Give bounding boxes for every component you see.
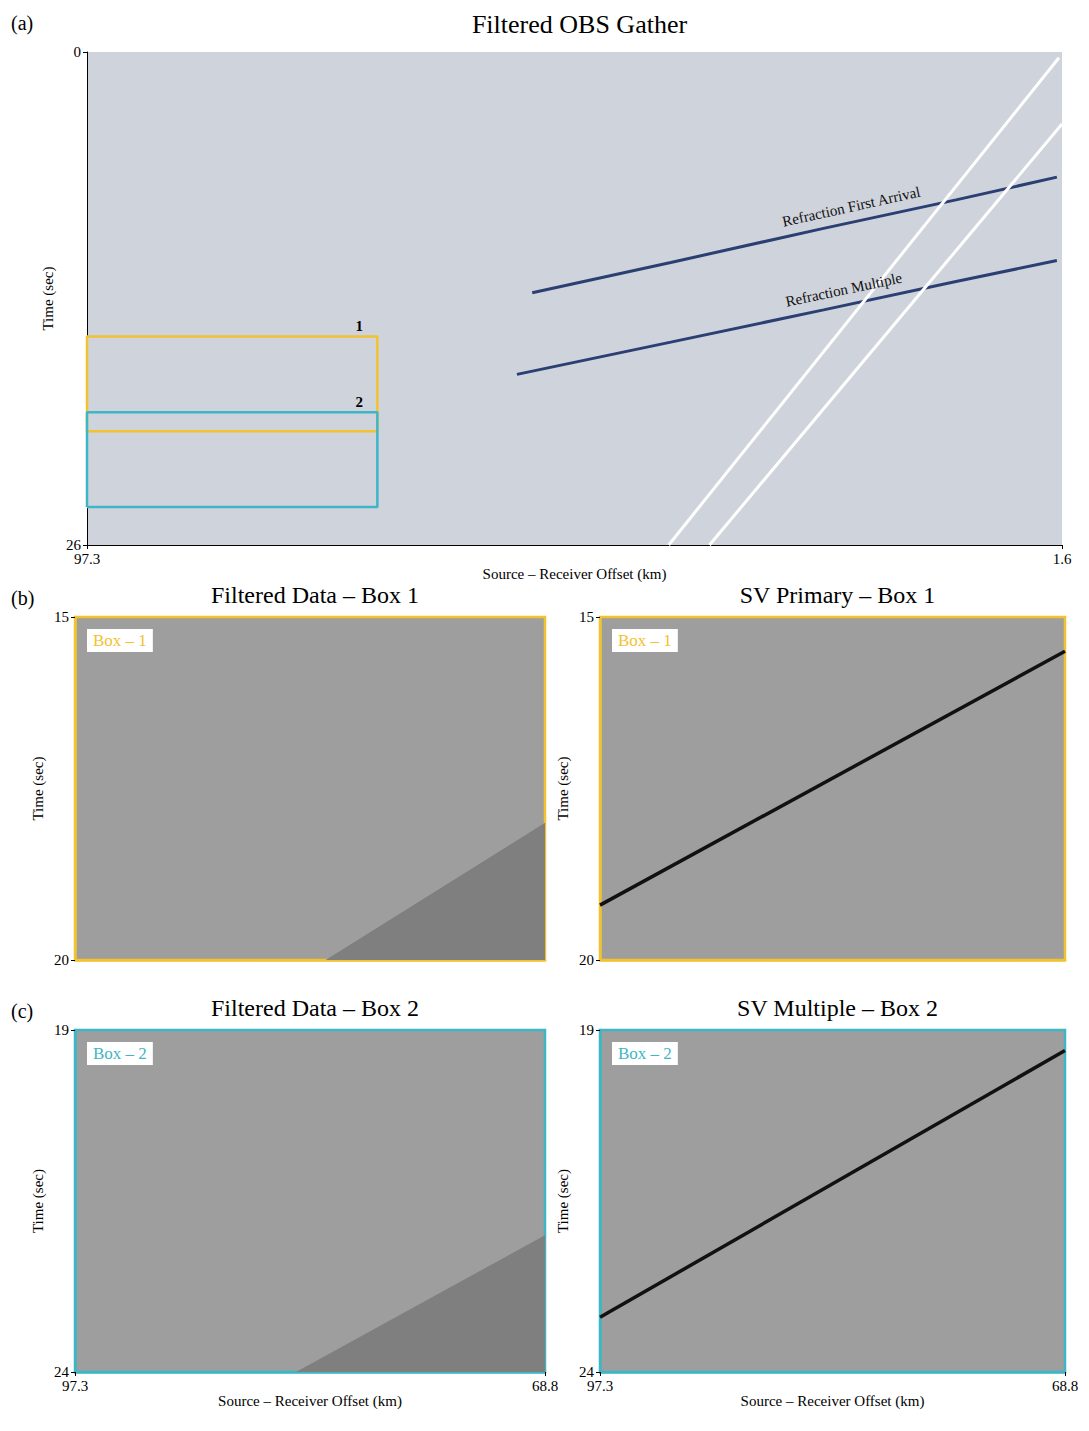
- svg-text:1.6: 1.6: [1053, 551, 1072, 567]
- svg-text:Time (sec): Time (sec): [30, 756, 47, 820]
- svg-text:Box – 2: Box – 2: [618, 1044, 672, 1063]
- svg-text:2: 2: [356, 394, 364, 410]
- svg-text:Time (sec): Time (sec): [40, 266, 57, 330]
- svg-text:(a): (a): [11, 12, 33, 35]
- svg-text:68.8: 68.8: [532, 1378, 558, 1394]
- svg-text:0: 0: [74, 44, 82, 60]
- svg-text:Filtered OBS Gather: Filtered OBS Gather: [472, 10, 688, 39]
- svg-text:Filtered Data – Box 1: Filtered Data – Box 1: [211, 582, 419, 608]
- svg-text:(b): (b): [11, 587, 34, 610]
- svg-text:Time (sec): Time (sec): [555, 1169, 572, 1233]
- svg-text:68.8: 68.8: [1052, 1378, 1078, 1394]
- svg-text:1: 1: [356, 318, 364, 334]
- svg-text:19: 19: [54, 1022, 69, 1038]
- svg-text:(c): (c): [11, 1000, 33, 1023]
- svg-text:19: 19: [579, 1022, 594, 1038]
- svg-text:Box – 1: Box – 1: [93, 631, 147, 650]
- svg-text:Source – Receiver Offset (km): Source – Receiver Offset (km): [483, 566, 667, 583]
- svg-text:24: 24: [579, 1364, 594, 1380]
- svg-text:Filtered Data – Box 2: Filtered Data – Box 2: [211, 995, 419, 1021]
- svg-text:20: 20: [54, 952, 69, 968]
- svg-text:97.3: 97.3: [62, 1378, 88, 1394]
- svg-text:26: 26: [66, 537, 81, 553]
- svg-text:SV Multiple – Box 2: SV Multiple – Box 2: [737, 995, 938, 1021]
- svg-text:15: 15: [579, 609, 594, 625]
- svg-text:15: 15: [54, 609, 69, 625]
- svg-text:Source – Receiver Offset (km): Source – Receiver Offset (km): [741, 1393, 925, 1410]
- svg-text:Source – Receiver Offset (km): Source – Receiver Offset (km): [218, 1393, 402, 1410]
- svg-text:24: 24: [54, 1364, 69, 1380]
- svg-text:97.3: 97.3: [74, 551, 100, 567]
- svg-text:Box – 2: Box – 2: [93, 1044, 147, 1063]
- svg-text:Box – 1: Box – 1: [618, 631, 672, 650]
- svg-text:Time (sec): Time (sec): [555, 756, 572, 820]
- svg-text:Refraction Multiple: Refraction Multiple: [784, 270, 904, 310]
- svg-text:SV Primary – Box 1: SV Primary – Box 1: [740, 582, 936, 608]
- svg-text:Refraction First Arrival: Refraction First Arrival: [781, 184, 922, 230]
- svg-text:Time (sec): Time (sec): [30, 1169, 47, 1233]
- svg-text:97.3: 97.3: [587, 1378, 613, 1394]
- svg-text:20: 20: [579, 952, 594, 968]
